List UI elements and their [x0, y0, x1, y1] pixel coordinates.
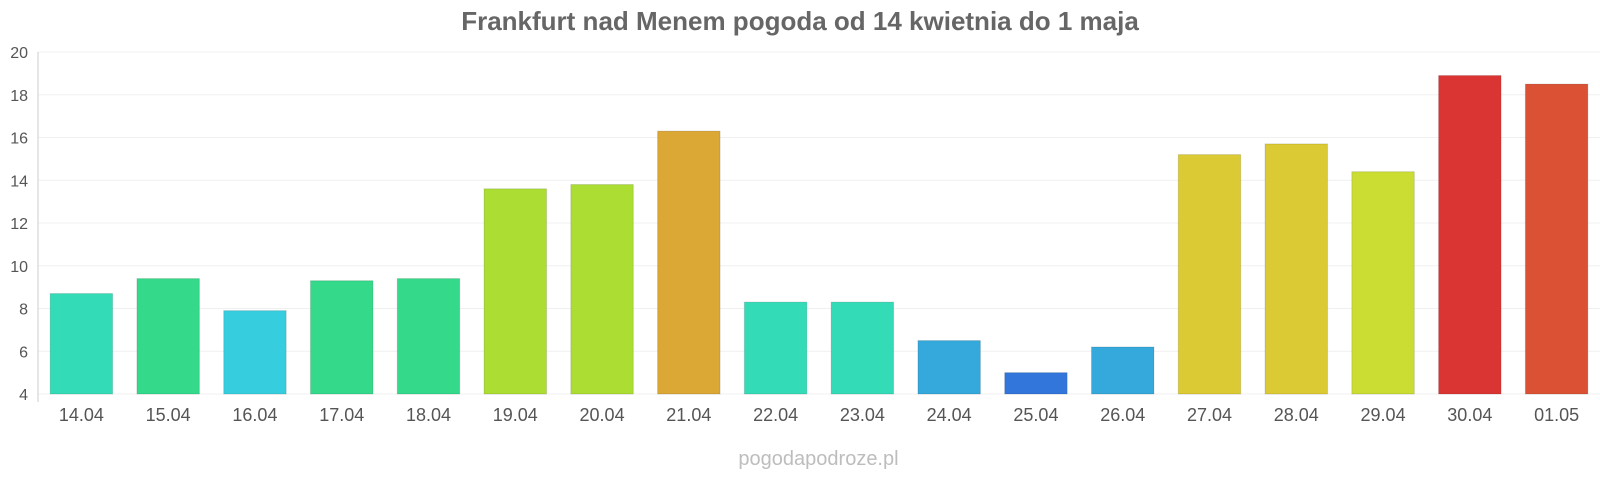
bar-24.04[interactable]: [917, 340, 981, 395]
bar-23.04[interactable]: [830, 301, 895, 395]
bar-26.04[interactable]: [1090, 346, 1155, 395]
bar-25.04[interactable]: [1004, 372, 1068, 395]
y-tick-label: 14: [10, 173, 28, 190]
y-axis-ticks: 4 6 8 10 12 14 16 18 20: [10, 45, 28, 404]
bar-27.04[interactable]: [1177, 154, 1242, 395]
x-tick-label: 28.04: [1274, 405, 1319, 425]
bar-19.04[interactable]: [483, 188, 548, 395]
x-tick-label: 30.04: [1447, 405, 1492, 425]
x-tick-label: 24.04: [927, 405, 972, 425]
y-tick-label: 6: [19, 344, 28, 361]
y-tick-label: 20: [10, 45, 28, 62]
x-tick-label: 01.05: [1534, 405, 1579, 425]
bar-15.04[interactable]: [136, 278, 200, 395]
x-tick-label: 25.04: [1013, 405, 1058, 425]
x-tick-label: 27.04: [1187, 405, 1232, 425]
x-tick-label: 29.04: [1361, 405, 1406, 425]
x-tick-label: 23.04: [840, 405, 885, 425]
x-axis-ticks: 14.04 15.04 16.04 17.04 18.04 19.04 20.04 21.04…: [59, 405, 1579, 425]
x-tick-label: 22.04: [753, 405, 798, 425]
x-tick-label: 20.04: [580, 405, 625, 425]
y-tick-label: 12: [10, 216, 28, 233]
bar-21.04[interactable]: [657, 130, 721, 395]
x-tick-label: 26.04: [1100, 405, 1145, 425]
watermark: pogodapodroze.pl: [738, 448, 899, 470]
bar-30.04[interactable]: [1438, 75, 1502, 395]
x-tick-label: 14.04: [59, 405, 104, 425]
x-tick-label: 15.04: [146, 405, 191, 425]
bar-29.04[interactable]: [1351, 171, 1415, 395]
bar-16.04[interactable]: [223, 310, 287, 395]
bar-20.04[interactable]: [570, 184, 634, 395]
chart-title: Frankfurt nad Menem pogoda od 14 kwietni…: [461, 6, 1139, 36]
y-tick-label: 10: [10, 259, 28, 276]
y-tick-label: 18: [10, 88, 28, 105]
bar-28.04[interactable]: [1264, 143, 1329, 395]
bar-01.05[interactable]: [1524, 83, 1589, 395]
x-tick-label: 17.04: [319, 405, 364, 425]
bar-17.04[interactable]: [309, 280, 374, 395]
y-tick-label: 4: [19, 387, 28, 404]
bar-22.04[interactable]: [743, 301, 808, 395]
x-tick-label: 16.04: [232, 405, 277, 425]
x-tick-label: 19.04: [493, 405, 538, 425]
bar-14.04[interactable]: [49, 293, 114, 395]
bar-18.04[interactable]: [396, 278, 461, 395]
x-tick-label: 18.04: [406, 405, 451, 425]
gridlines: [38, 51, 1600, 395]
bars: [49, 75, 1589, 395]
x-tick-label: 21.04: [666, 405, 711, 425]
y-tick-label: 8: [19, 302, 28, 319]
y-tick-label: 16: [10, 131, 28, 148]
